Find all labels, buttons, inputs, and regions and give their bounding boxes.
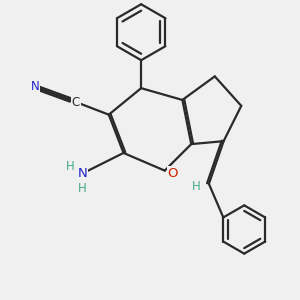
Text: C: C <box>72 96 80 110</box>
Text: H: H <box>65 160 74 173</box>
Text: N: N <box>31 80 40 93</box>
Text: H: H <box>78 182 87 195</box>
Text: O: O <box>168 167 178 180</box>
Text: H: H <box>192 180 201 193</box>
Text: N: N <box>77 167 87 180</box>
